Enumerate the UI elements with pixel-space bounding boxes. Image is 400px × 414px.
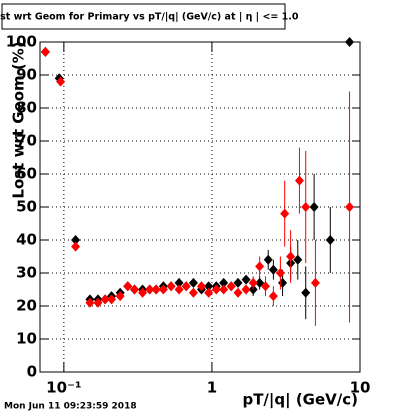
marker [345, 202, 355, 212]
marker [241, 284, 251, 295]
marker [293, 254, 303, 265]
marker [138, 287, 148, 298]
marker [100, 294, 110, 305]
marker [40, 46, 50, 57]
y-tick-label: 90 [16, 66, 37, 84]
y-tick-label: 100 [6, 33, 37, 51]
marker [56, 76, 66, 87]
marker [107, 294, 117, 305]
marker [188, 277, 198, 288]
marker [345, 37, 355, 47]
x-tick-label: 1 [207, 379, 217, 397]
title-box [1, 3, 286, 30]
marker [255, 261, 265, 272]
marker [301, 287, 311, 298]
marker [286, 251, 296, 262]
y-tick-label: 40 [16, 231, 37, 249]
marker [196, 281, 206, 292]
marker [93, 297, 103, 308]
marker [241, 274, 251, 285]
y-tick-label: 80 [16, 99, 37, 117]
marker [211, 284, 221, 295]
x-axis-label: pT/|q| (GeV/c) [242, 391, 358, 410]
y-tick-label: 60 [16, 165, 37, 183]
y-axis-label: Lost wrt Geom (%) [10, 41, 28, 198]
marker [219, 277, 229, 288]
y-tick-label: 70 [16, 132, 37, 150]
marker [158, 284, 168, 295]
marker [325, 235, 335, 245]
marker [115, 291, 125, 302]
marker [280, 208, 290, 219]
marker [268, 264, 278, 275]
marker [130, 284, 140, 295]
y-tick-label: 0 [27, 363, 37, 381]
marker [260, 281, 270, 292]
chart-title: Lost wrt Geom for Primary vs pT/|q| (GeV… [0, 12, 299, 23]
marker [301, 202, 311, 212]
marker [268, 291, 278, 302]
marker [233, 287, 243, 298]
y-tick-label: 10 [16, 330, 37, 348]
plot-frame [39, 41, 361, 373]
marker [204, 281, 214, 292]
marker [309, 202, 319, 212]
marker [71, 235, 81, 245]
marker [263, 254, 273, 265]
marker [275, 268, 285, 278]
x-tick-label: 10⁻¹ [46, 379, 81, 397]
marker [188, 287, 198, 298]
marker [166, 281, 176, 292]
marker [248, 277, 258, 288]
marker [310, 277, 320, 288]
marker [151, 284, 161, 295]
y-tick-label: 50 [16, 198, 37, 216]
marker [71, 241, 81, 252]
timestamp: Mon Jun 11 09:23:59 2018 [4, 402, 137, 412]
marker [233, 277, 243, 288]
y-tick-label: 20 [16, 297, 37, 315]
marker [219, 284, 229, 295]
y-tick-label: 30 [16, 264, 37, 282]
marker [123, 281, 133, 292]
marker [85, 297, 95, 308]
marker [174, 277, 184, 288]
marker [145, 284, 155, 295]
marker [204, 287, 214, 298]
marker [226, 281, 236, 292]
marker [294, 175, 304, 186]
marker [181, 281, 191, 292]
x-tick-label: 10 [350, 379, 371, 397]
marker [174, 284, 184, 295]
